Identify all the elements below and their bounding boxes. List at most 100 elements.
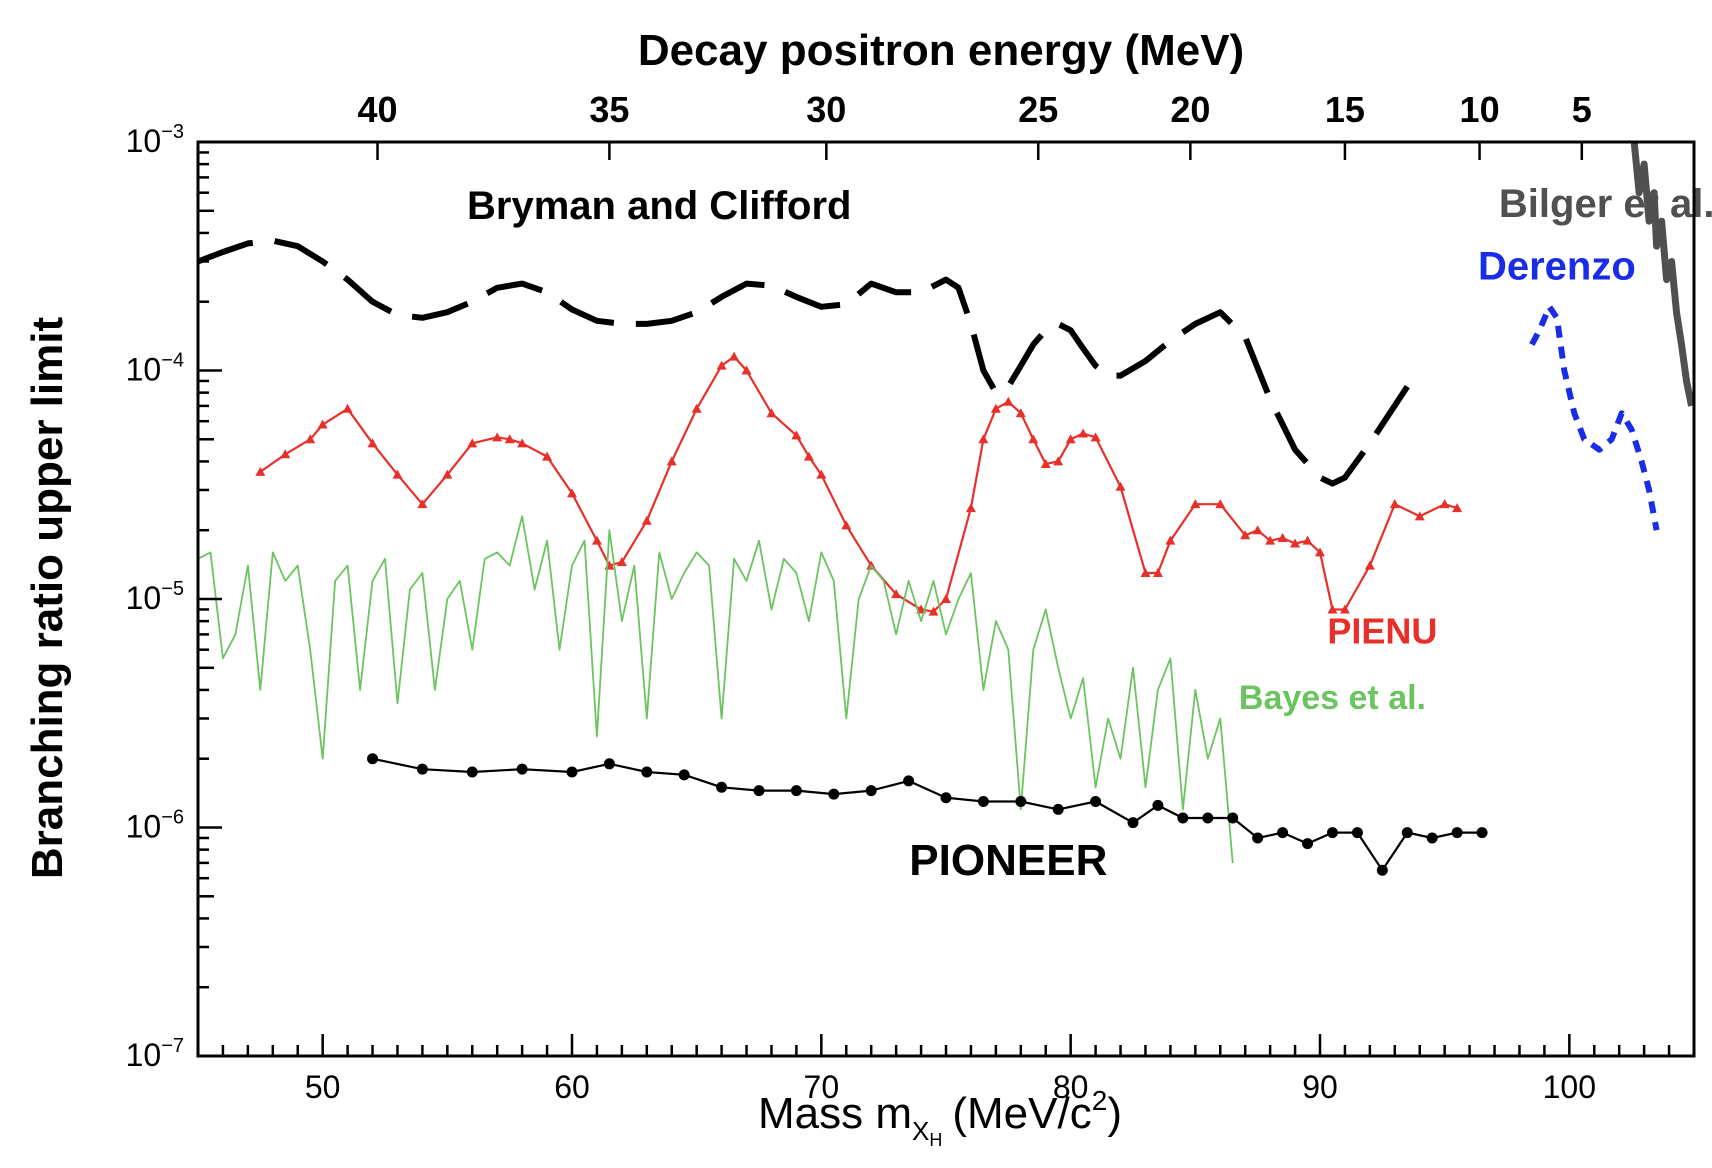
data-point [1227, 812, 1239, 824]
data-point [1240, 530, 1251, 540]
data-point [841, 520, 852, 530]
data-point [1115, 481, 1126, 491]
data-point [1015, 795, 1027, 807]
data-point [1364, 560, 1375, 570]
x-tick-label: 80 [1053, 1069, 1089, 1105]
data-point [467, 438, 478, 448]
data-point [641, 766, 653, 778]
data-point [603, 758, 615, 770]
data-point [828, 788, 840, 800]
series-line-pioneer [372, 757, 1483, 872]
data-point [1052, 803, 1064, 815]
data-point [442, 469, 453, 479]
x2-tick-label: 15 [1325, 89, 1365, 130]
x2-tick-label: 40 [357, 89, 397, 130]
data-point [1152, 567, 1163, 577]
x-tick-label: 50 [305, 1069, 341, 1105]
x-axis-title-unit-sup: 2 [1092, 1085, 1108, 1116]
data-point [1090, 795, 1102, 807]
series-line-pienu [259, 355, 1458, 613]
y-tick-label-exponent: −7 [161, 1035, 184, 1057]
data-point [416, 763, 428, 775]
series-label-bayes-et-al: Bayes et al. [1239, 679, 1426, 717]
y-tick-label: 10−3 [126, 121, 184, 159]
data-point [1140, 567, 1151, 577]
x2-tick-label: 25 [1018, 89, 1058, 130]
data-point [716, 360, 727, 370]
data-point [1315, 547, 1325, 557]
data-point [1090, 432, 1101, 442]
series-line-bilger-et-al [1630, 141, 1695, 407]
data-point [492, 432, 503, 442]
data-point [1327, 604, 1338, 614]
data-point [1165, 535, 1176, 545]
data-point [317, 419, 328, 429]
data-point [367, 753, 379, 765]
series-bryman-and-clifford [196, 237, 1410, 487]
data-point [1078, 428, 1089, 438]
x-tick-label: 90 [1302, 1069, 1338, 1105]
data-point [903, 775, 915, 787]
data-point [417, 499, 428, 509]
data-point [566, 766, 578, 778]
data-point [1015, 408, 1026, 418]
data-point [1252, 525, 1263, 535]
x2-tick-label: 5 [1572, 89, 1592, 130]
data-point [1290, 538, 1301, 548]
data-point [766, 408, 777, 418]
x2-tick-label: 35 [589, 89, 629, 130]
data-point [305, 434, 316, 444]
data-point [791, 430, 802, 440]
data-point [940, 792, 952, 804]
data-point [977, 795, 989, 807]
data-point [1190, 499, 1201, 509]
series-pienu [255, 351, 1463, 616]
data-point [591, 535, 602, 545]
data-point [1277, 532, 1288, 542]
x2-tick-label: 20 [1170, 89, 1210, 130]
data-point [941, 594, 951, 603]
data-point [678, 769, 690, 781]
data-point [466, 766, 478, 778]
data-point [741, 365, 752, 375]
data-point [1476, 827, 1488, 839]
data-point [1302, 838, 1314, 850]
data-point [1265, 535, 1276, 545]
data-point [1339, 604, 1350, 614]
x2-axis-title: Decay positron energy (MeV) [638, 26, 1244, 75]
data-point [666, 456, 677, 466]
data-point [1389, 499, 1400, 509]
series-line-bryman-and-clifford [196, 237, 1410, 487]
data-point [978, 434, 989, 444]
y-tick-label: 10−6 [126, 807, 184, 845]
data-point [1202, 812, 1214, 824]
y-tick-label-base: 10 [126, 1037, 162, 1073]
y-tick-label-exponent: −5 [161, 578, 184, 600]
data-point [1426, 832, 1438, 844]
data-point [1351, 827, 1363, 839]
data-point [1452, 503, 1463, 513]
x-axis-title: Mass mXH (MeV/c2) [758, 1085, 1122, 1150]
y-tick-label: 10−7 [126, 1035, 184, 1073]
data-point [1451, 827, 1463, 839]
data-point [753, 785, 765, 797]
y-tick-label-base: 10 [126, 123, 162, 159]
data-point [1439, 499, 1450, 509]
series-line-derenzo [1529, 303, 1660, 531]
y-tick-label-base: 10 [126, 580, 162, 616]
data-point [1040, 458, 1051, 468]
data-point [255, 466, 266, 476]
y-tick-label-exponent: −6 [161, 807, 184, 829]
data-point [1252, 832, 1264, 844]
y-tick-label-base: 10 [126, 352, 162, 388]
data-point [542, 451, 553, 461]
data-point [990, 403, 1001, 413]
y-tick-label-base: 10 [126, 809, 162, 845]
data-point [392, 469, 403, 479]
data-point [691, 403, 702, 413]
series-bayes-et-al [197, 515, 1234, 863]
series-label-bilger-et-al: Bilger et al. [1499, 182, 1712, 226]
data-point [865, 785, 877, 797]
series-label-pioneer: PIONEER [909, 836, 1107, 885]
